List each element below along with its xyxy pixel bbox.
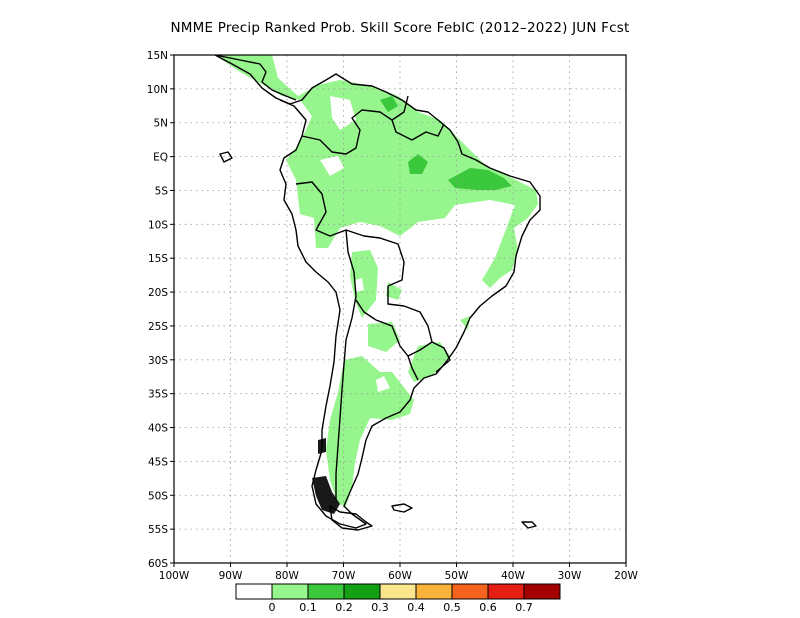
- lat-tick-label: 10N: [147, 84, 168, 96]
- colorbar-swatch: [271, 583, 309, 600]
- lat-tick-label: 5S: [155, 185, 169, 197]
- colorbar-swatch: [235, 583, 273, 600]
- lon-tick-label: 50W: [445, 570, 469, 582]
- lat-tick-label: 15N: [147, 50, 168, 62]
- chile-fjords: [312, 438, 340, 514]
- lat-tick-label: 45S: [148, 456, 168, 468]
- colorbar-label: 0.1: [299, 601, 317, 614]
- lat-tick-label: 30S: [148, 355, 168, 367]
- colorbar-label: 0.3: [371, 601, 389, 614]
- coastline-borders: [214, 55, 541, 531]
- colorbar-label: 0.6: [479, 601, 497, 614]
- lat-tick-label: 20S: [148, 287, 168, 299]
- lon-tick-label: 60W: [388, 570, 412, 582]
- colorbar-swatch: [379, 583, 417, 600]
- skill-region-holes: [320, 96, 390, 392]
- colorbar-label: 0.7: [515, 601, 533, 614]
- lon-tick-label: 20W: [614, 570, 638, 582]
- colorbar-swatch: [415, 583, 453, 600]
- colorbar-label: 0.5: [443, 601, 461, 614]
- lat-tick-label: 35S: [148, 389, 168, 401]
- longitude-ticks: 100W 90W 80W 70W 60W 50W 40W 30W 20W: [159, 563, 638, 582]
- lat-tick-label: 5N: [153, 118, 168, 130]
- colorbar-swatch: [307, 583, 345, 600]
- skill-region-medium-green: [380, 96, 512, 190]
- lat-tick-label: 40S: [148, 423, 168, 435]
- colorbar-swatch: [451, 583, 489, 600]
- map-grid: [174, 55, 626, 563]
- colorbar-label: 0.2: [335, 601, 353, 614]
- map-title: NMME Precip Ranked Prob. Skill Score Feb…: [170, 20, 630, 36]
- colorbar-swatch: [343, 583, 381, 600]
- colorbar-swatch: [487, 583, 525, 600]
- lat-tick-label: 15S: [148, 253, 168, 265]
- lat-tick-label: EQ: [153, 152, 168, 164]
- lon-tick-label: 70W: [332, 570, 356, 582]
- colorbar-swatch: [523, 583, 561, 600]
- lon-tick-label: 30W: [558, 570, 582, 582]
- lat-tick-label: 55S: [148, 524, 168, 536]
- colorbar-label: 0.4: [407, 601, 425, 614]
- lat-tick-label: 10S: [148, 219, 168, 231]
- lon-tick-label: 80W: [275, 570, 299, 582]
- lon-tick-label: 40W: [501, 570, 525, 582]
- lon-tick-label: 90W: [219, 570, 243, 582]
- lat-tick-label: 60S: [148, 558, 168, 570]
- lon-tick-label: 100W: [159, 570, 190, 582]
- lat-tick-label: 25S: [148, 321, 168, 333]
- colorbar-label: 0: [269, 601, 276, 614]
- colorbar: 0 0.1 0.2 0.3 0.4 0.5 0.6 0.7: [235, 583, 561, 614]
- latitude-ticks: 15N 10N 5N EQ 5S 10S 15S 20S 25S 30S 35S 40S 45S 50S 5…: [147, 50, 174, 570]
- lat-tick-label: 50S: [148, 490, 168, 502]
